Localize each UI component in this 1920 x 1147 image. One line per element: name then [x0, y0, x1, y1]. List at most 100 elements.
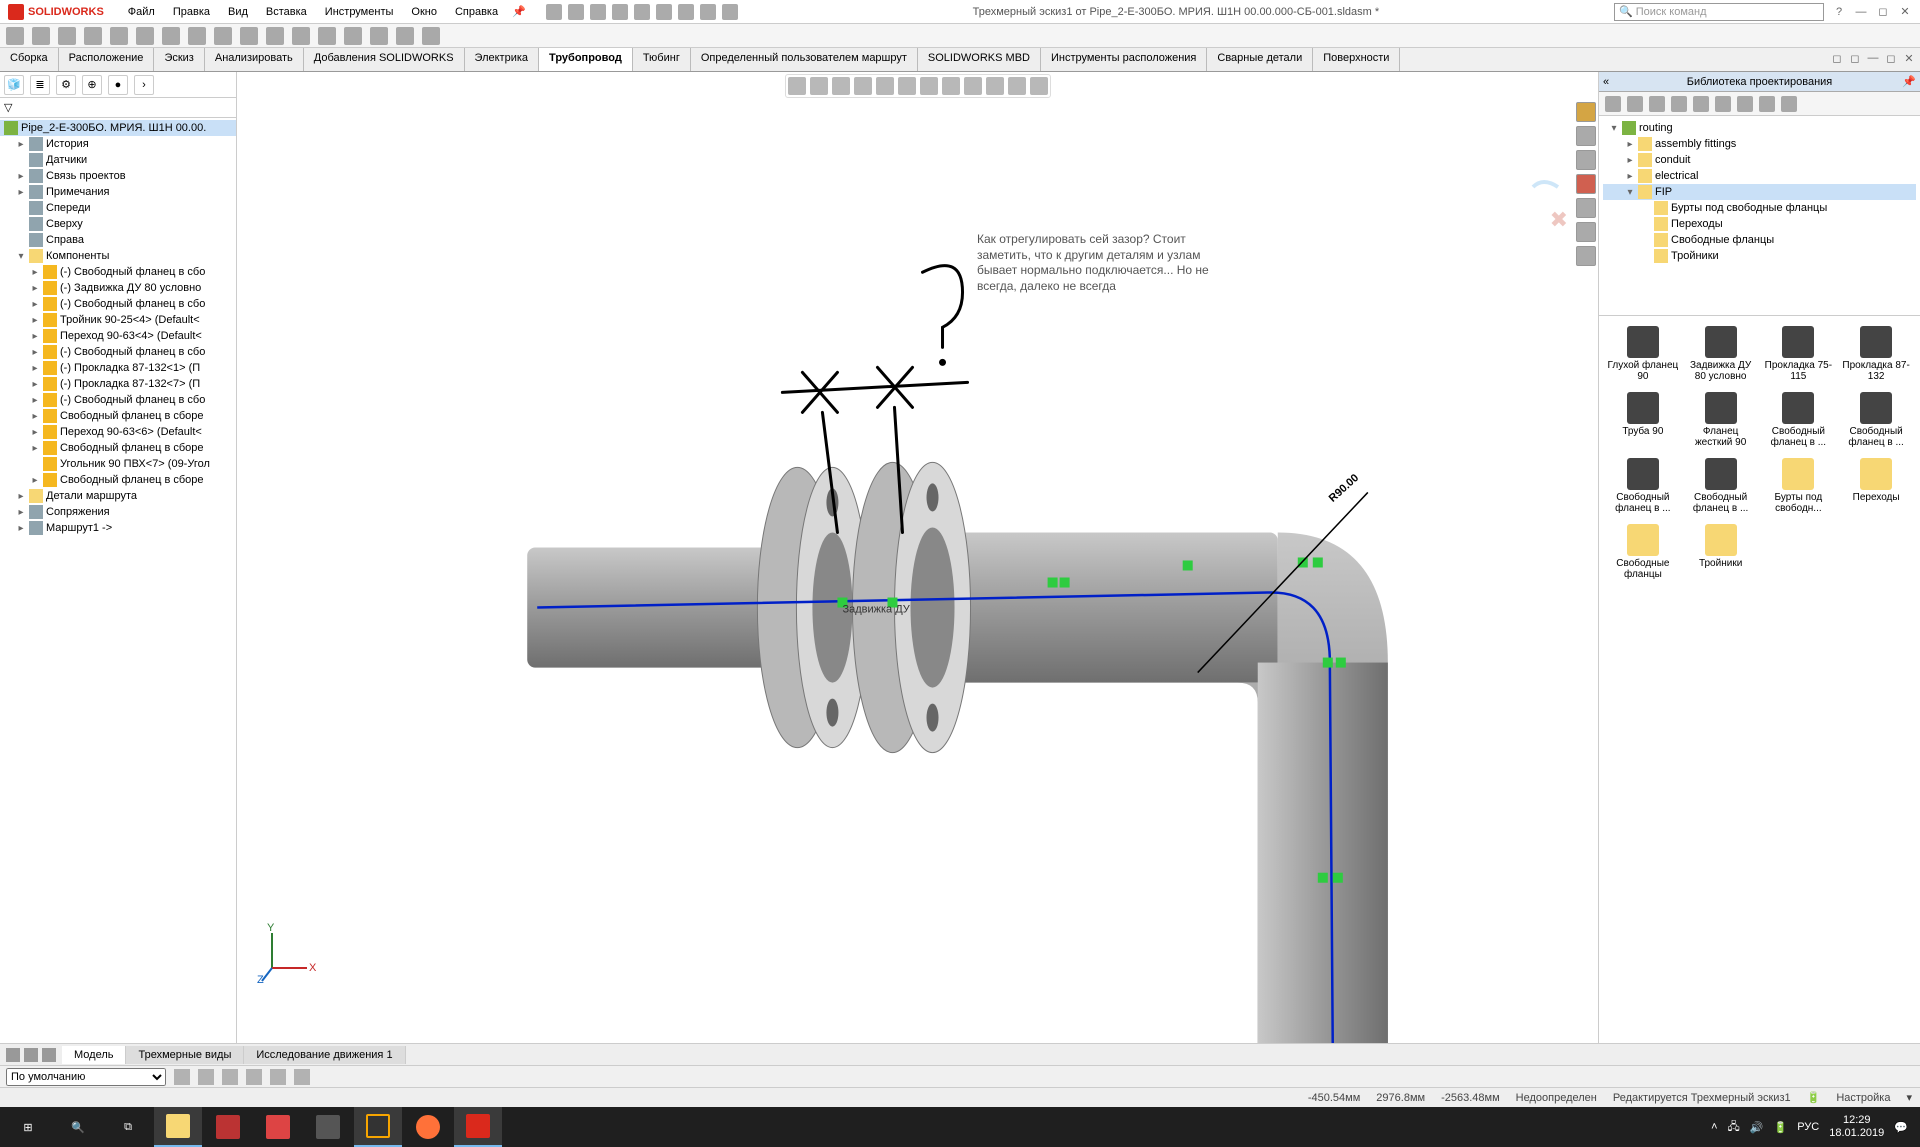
home-icon[interactable] [546, 4, 562, 20]
library-tree-item[interactable]: ▾FIP [1603, 184, 1916, 200]
bt-icon[interactable] [24, 1048, 38, 1062]
expand-icon[interactable]: ▸ [30, 379, 40, 390]
app-button[interactable] [354, 1107, 402, 1147]
expand-icon[interactable]: ▾ [1609, 123, 1619, 134]
tree-item[interactable]: ▸(-) Прокладка 87-132<1> (П [0, 360, 236, 376]
qt-icon[interactable] [344, 27, 362, 45]
cfg-icon[interactable] [174, 1069, 190, 1085]
expand-icon[interactable]: ▸ [1625, 155, 1635, 166]
tree-item[interactable]: Сверху [0, 216, 236, 232]
minimize-icon[interactable]: — [1854, 5, 1868, 19]
tree-item[interactable]: ▸Детали маршрута [0, 488, 236, 504]
qt-icon[interactable] [266, 27, 284, 45]
expand-icon[interactable]: ▸ [30, 411, 40, 422]
bottom-tab[interactable]: Модель [62, 1046, 126, 1064]
open-icon[interactable] [590, 4, 606, 20]
expand-icon[interactable]: ▸ [1625, 139, 1635, 150]
bt-icon[interactable] [6, 1048, 20, 1062]
tree-item[interactable]: ▸(-) Свободный фланец в сбо [0, 264, 236, 280]
expand-icon[interactable]: ▸ [16, 523, 26, 534]
expand-icon[interactable]: ▸ [16, 139, 26, 150]
qt-icon[interactable] [422, 27, 440, 45]
tree-item[interactable]: ▸Связь проектов [0, 168, 236, 184]
dl-back-icon[interactable] [1605, 96, 1621, 112]
library-item[interactable]: Фланец жесткий 90 [1683, 388, 1759, 452]
fm-tab-icon[interactable]: 🧊 [4, 75, 24, 95]
tree-item[interactable]: ▸Свободный фланец в сборе [0, 440, 236, 456]
tree-item[interactable]: ▸(-) Свободный фланец в сбо [0, 344, 236, 360]
tree-item[interactable]: ▸Примечания [0, 184, 236, 200]
print-icon[interactable] [634, 4, 650, 20]
menu-item[interactable]: Вставка [258, 4, 315, 20]
cmd-tab[interactable]: Сборка [0, 48, 59, 71]
library-item[interactable]: Задвижка ДУ 80 условно [1683, 322, 1759, 386]
tree-item[interactable]: ▸(-) Свободный фланец в сбо [0, 392, 236, 408]
qt-icon[interactable] [370, 27, 388, 45]
menu-item[interactable]: Вид [220, 4, 256, 20]
cmd-tab[interactable]: Анализировать [205, 48, 304, 71]
expand-icon[interactable]: ▸ [1625, 171, 1635, 182]
qt-icon[interactable] [396, 27, 414, 45]
qt-icon[interactable] [110, 27, 128, 45]
tree-item[interactable]: ▸(-) Задвижка ДУ 80 условно [0, 280, 236, 296]
tray-chevron-icon[interactable]: ˄ [1711, 1121, 1717, 1133]
library-item[interactable]: Переходы [1838, 454, 1914, 518]
maximize-icon[interactable]: ◻ [1876, 5, 1890, 19]
cmd-tab[interactable]: Добавления SOLIDWORKS [304, 48, 465, 71]
menu-item[interactable]: Файл [120, 4, 163, 20]
ghost-cancel-icon[interactable]: ✖ [1550, 207, 1568, 233]
library-item[interactable]: Труба 90 [1605, 388, 1681, 452]
dl-refresh-icon[interactable] [1737, 96, 1753, 112]
qt-icon[interactable] [58, 27, 76, 45]
library-tree-item[interactable]: Тройники [1603, 248, 1916, 264]
library-tree-item[interactable]: ▾routing [1603, 120, 1916, 136]
qt-icon[interactable] [240, 27, 258, 45]
graphics-viewport[interactable]: R90.00 Задвижка ДУ Как отрегулировать се… [237, 72, 1598, 1043]
cmd-tab[interactable]: Тюбинг [633, 48, 691, 71]
cfg-icon[interactable] [222, 1069, 238, 1085]
cmd-tab[interactable]: Поверхности [1313, 48, 1400, 71]
pin-icon[interactable]: 📌 [1902, 75, 1916, 88]
cfg-icon[interactable] [246, 1069, 262, 1085]
taskview-button[interactable]: ⧉ [104, 1107, 152, 1147]
tree-item[interactable]: ▸(-) Прокладка 87-132<7> (П [0, 376, 236, 392]
expand-icon[interactable]: ▸ [30, 395, 40, 406]
status-custom[interactable]: Настройка [1836, 1092, 1890, 1104]
explorer-button[interactable] [154, 1107, 202, 1147]
cmd-tab[interactable]: SOLIDWORKS MBD [918, 48, 1041, 71]
help-icon[interactable]: ? [1832, 5, 1846, 19]
expand-icon[interactable]: ▸ [30, 427, 40, 438]
tray-notif-icon[interactable]: 💬 [1894, 1121, 1908, 1134]
library-item[interactable]: Свободный фланец в ... [1605, 454, 1681, 518]
fm-tab-icon[interactable]: ≣ [30, 75, 50, 95]
library-tree-item[interactable]: ▸assembly fittings [1603, 136, 1916, 152]
menu-item[interactable]: Инструменты [317, 4, 402, 20]
dl-pin-icon[interactable] [1759, 96, 1775, 112]
expand-icon[interactable]: ▸ [16, 187, 26, 198]
tree-item[interactable]: ▾Компоненты [0, 248, 236, 264]
expand-icon[interactable]: ▸ [30, 267, 40, 278]
tree-root[interactable]: Pipe_2-E-300БО. МРИЯ. Ш1Н 00.00. [0, 120, 236, 136]
collapse-icon[interactable]: « [1603, 76, 1609, 88]
expand-icon[interactable]: ▸ [30, 363, 40, 374]
expand-icon[interactable]: ▸ [30, 347, 40, 358]
expand-icon[interactable]: ▸ [30, 315, 40, 326]
expand-icon[interactable]: ▸ [30, 443, 40, 454]
cfg-icon[interactable] [198, 1069, 214, 1085]
tree-item[interactable]: ▸История [0, 136, 236, 152]
bt-icon[interactable] [42, 1048, 56, 1062]
library-item[interactable]: Бурты под свободн... [1761, 454, 1837, 518]
expand-icon[interactable]: ▸ [16, 507, 26, 518]
search-button[interactable]: 🔍 [54, 1107, 102, 1147]
cmd-tab[interactable]: Эскиз [154, 48, 204, 71]
undo-icon[interactable] [656, 4, 672, 20]
qt-icon[interactable] [136, 27, 154, 45]
ghost-confirm-icon[interactable] [1528, 172, 1568, 205]
tray-lang[interactable]: РУС [1797, 1121, 1819, 1133]
expand-icon[interactable]: ▸ [30, 283, 40, 294]
expand-icon[interactable]: ▸ [30, 331, 40, 342]
tree-item[interactable]: Спереди [0, 200, 236, 216]
tree-item[interactable]: ▸Тройник 90-25<4> (Default< [0, 312, 236, 328]
library-tree-item[interactable]: Бурты под свободные фланцы [1603, 200, 1916, 216]
tray-vol-icon[interactable]: 🔊 [1750, 1121, 1764, 1134]
